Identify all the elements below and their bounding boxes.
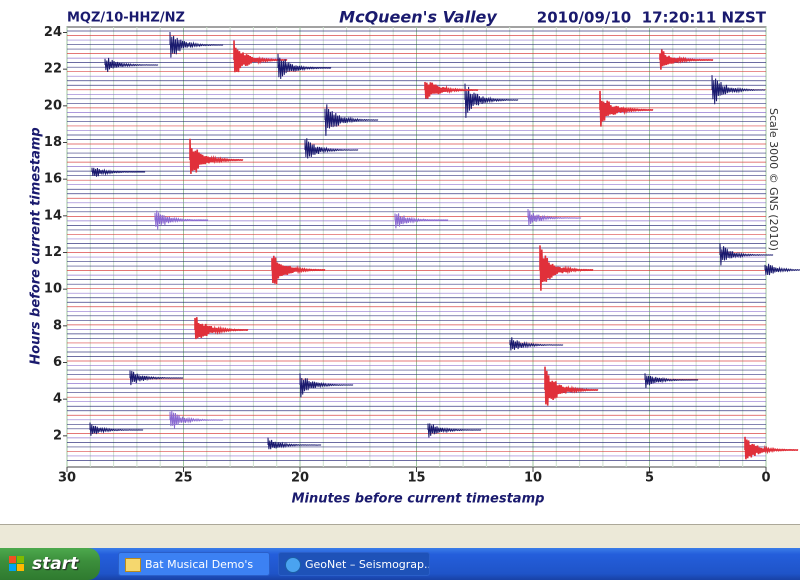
seismic-event (104, 57, 159, 72)
seismic-event (764, 263, 800, 276)
y-tick-label: 20 (44, 98, 62, 113)
chart: MQZ/10-HHZ/NZ McQueen's Valley 2010/09/1… (29, 8, 800, 507)
x-tick-label: 0 (761, 471, 770, 486)
seismic-event (304, 138, 359, 159)
y-tick-label: 12 (44, 245, 62, 260)
y-tick-label: 24 (44, 25, 62, 40)
task-label: GeoNet – Seismograp... (305, 558, 430, 571)
seismic-event (719, 243, 774, 266)
y-tick-label: 14 (44, 208, 62, 223)
taskbar: start Bat Musical Demo's GeoNet – Seismo… (0, 548, 800, 580)
seismic-event (427, 423, 482, 438)
seismic-event (91, 167, 146, 177)
seismic-event (189, 138, 244, 174)
x-tick-label: 25 (174, 471, 192, 486)
x-tick-label: 10 (524, 471, 542, 486)
y-axis-label: Hours before current timestamp (29, 127, 44, 364)
scale-note: Scale 3000 © GNS (2010) (767, 108, 780, 251)
seismic-event (744, 436, 799, 460)
seismic-event (194, 317, 249, 340)
seismic-event (527, 209, 582, 226)
y-tick-label: 2 (53, 428, 62, 443)
seismic-event (169, 411, 224, 429)
task-button[interactable]: Bat Musical Demo's (118, 552, 270, 576)
x-tick-label: 20 (291, 471, 309, 486)
seismic-event (544, 366, 599, 406)
seismic-event (277, 53, 332, 80)
browser-window: MQZ/10-HHZ/NZ McQueen's Valley 2010/09/1… (0, 0, 800, 525)
task-label: Bat Musical Demo's (145, 558, 254, 571)
y-tick-label: 8 (53, 318, 62, 333)
seismic-event (599, 90, 654, 127)
seismic-event (509, 337, 564, 351)
seismic-event (644, 373, 699, 389)
seismic-event (464, 83, 519, 118)
x-tick-label: 30 (58, 471, 76, 486)
x-tick-label: 15 (407, 471, 425, 486)
seismic-event (169, 31, 224, 58)
y-tick-label: 10 (44, 282, 62, 297)
seismic-event (89, 422, 144, 436)
chart-title: McQueen's Valley (339, 8, 497, 27)
y-tick-label: 6 (53, 355, 62, 370)
seismic-event (659, 49, 714, 70)
seismic-event (394, 213, 449, 229)
y-tick-label: 16 (44, 172, 62, 187)
x-tick-label: 5 (645, 471, 654, 486)
station-label: MQZ/10-HHZ/NZ (67, 11, 185, 26)
task-button[interactable]: GeoNet – Seismograp... (278, 552, 430, 576)
seismic-event (324, 104, 379, 136)
y-tick-label: 18 (44, 135, 62, 150)
y-tick-label: 4 (53, 392, 62, 407)
x-axis-label: Minutes before current timestamp (292, 492, 545, 507)
seismic-event (267, 437, 322, 450)
start-label: start (32, 554, 79, 574)
timestamp: 2010/09/10 17:20:11 NZST (537, 9, 767, 27)
seismic-event (271, 255, 326, 285)
seismic-event (539, 245, 594, 291)
seismic-event (154, 210, 209, 230)
start-button[interactable]: start (0, 548, 100, 580)
seismic-event (129, 370, 184, 386)
y-tick-label: 22 (44, 62, 62, 77)
seismic-event (299, 373, 354, 398)
seismic-event (424, 81, 479, 99)
windows-flag (9, 556, 24, 571)
seismic-event (711, 75, 766, 105)
